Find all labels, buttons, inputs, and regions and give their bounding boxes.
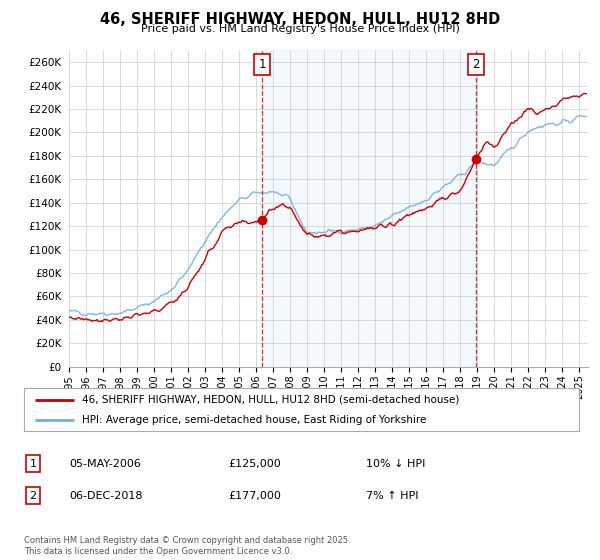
Text: 2: 2 xyxy=(29,491,37,501)
Text: 46, SHERIFF HIGHWAY, HEDON, HULL, HU12 8HD (semi-detached house): 46, SHERIFF HIGHWAY, HEDON, HULL, HU12 8… xyxy=(82,395,460,405)
Text: 1: 1 xyxy=(29,459,37,469)
Text: 7% ↑ HPI: 7% ↑ HPI xyxy=(366,491,419,501)
Text: £177,000: £177,000 xyxy=(228,491,281,501)
Text: 46, SHERIFF HIGHWAY, HEDON, HULL, HU12 8HD: 46, SHERIFF HIGHWAY, HEDON, HULL, HU12 8… xyxy=(100,12,500,27)
Text: Price paid vs. HM Land Registry's House Price Index (HPI): Price paid vs. HM Land Registry's House … xyxy=(140,24,460,34)
Text: Contains HM Land Registry data © Crown copyright and database right 2025.
This d: Contains HM Land Registry data © Crown c… xyxy=(24,536,350,556)
Text: 2: 2 xyxy=(472,58,480,71)
Text: £125,000: £125,000 xyxy=(228,459,281,469)
Text: 10% ↓ HPI: 10% ↓ HPI xyxy=(366,459,425,469)
Text: 05-MAY-2006: 05-MAY-2006 xyxy=(69,459,141,469)
Text: 1: 1 xyxy=(259,58,266,71)
Bar xyxy=(262,50,476,367)
Text: HPI: Average price, semi-detached house, East Riding of Yorkshire: HPI: Average price, semi-detached house,… xyxy=(82,416,427,425)
Text: 06-DEC-2018: 06-DEC-2018 xyxy=(69,491,143,501)
